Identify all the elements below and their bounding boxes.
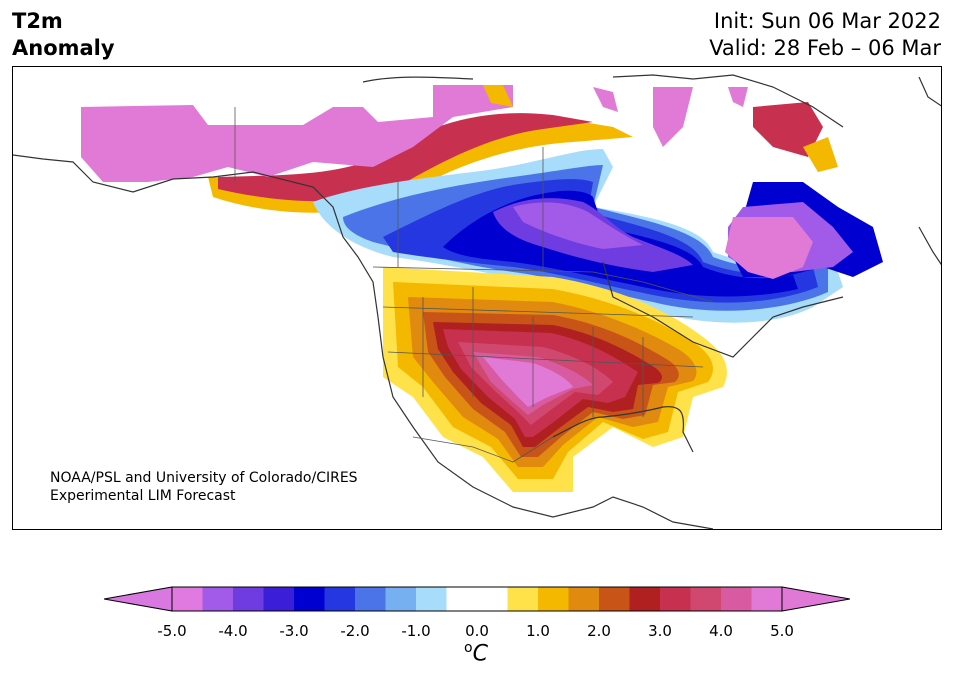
colorbar-cell xyxy=(355,587,386,611)
political-borders xyxy=(234,107,714,463)
colorbar-cell xyxy=(263,587,295,611)
colorbar-cell xyxy=(294,587,325,611)
greenland-warm-anomaly xyxy=(593,87,748,147)
valid-range: Valid: 28 Feb – 06 Mar xyxy=(709,36,941,60)
colorbar-cell xyxy=(477,587,508,611)
colorbar-tick-label: 5.0 xyxy=(770,622,794,640)
colorbar-cell xyxy=(721,587,752,611)
init-date: Init: Sun 06 Mar 2022 xyxy=(713,9,941,33)
colorbar-tick-label: 4.0 xyxy=(709,622,733,640)
colorbar-cell xyxy=(172,587,203,611)
colorbar-cell xyxy=(202,587,234,611)
coastlines xyxy=(13,74,844,529)
colorbar-tick-label: 2.0 xyxy=(587,622,611,640)
colorbar-cell xyxy=(416,587,447,611)
colorbar-tick-label: 3.0 xyxy=(648,622,672,640)
colorbar-cell xyxy=(599,587,630,611)
colorbar-cell xyxy=(629,587,661,611)
colorbar-tick-label: -1.0 xyxy=(401,622,431,640)
map-variable-title: T2m Anomaly xyxy=(12,9,115,60)
colorbar-cell xyxy=(233,587,264,611)
colorbar-tick-label: -5.0 xyxy=(157,622,187,640)
colorbar-under-arrow xyxy=(104,586,173,612)
colorbar-cell xyxy=(538,587,569,611)
colorbar-unit: oC xyxy=(464,640,488,667)
canada-cold-anomaly xyxy=(313,149,883,323)
colorbar-cell xyxy=(568,587,600,611)
anomaly-map: NOAA/PSL and University of Colorado/CIRE… xyxy=(12,66,942,530)
colorbar-cell xyxy=(751,587,783,611)
colorbar-cell xyxy=(507,587,539,611)
forecast-credit: NOAA/PSL and University of Colorado/CIRE… xyxy=(50,470,358,504)
colorbar-tick-label: -3.0 xyxy=(279,622,309,640)
colorbar-over-arrow xyxy=(781,586,850,612)
colorbar-tick-label: -4.0 xyxy=(218,622,248,640)
alaska-warm-anomaly xyxy=(81,85,513,182)
colorbar-tick-label: 1.0 xyxy=(526,622,550,640)
colorbar-cell xyxy=(690,587,722,611)
forecast-dates: Init: Sun 06 Mar 2022 Valid: 28 Feb – 06… xyxy=(709,8,941,62)
colorbar-cell xyxy=(385,587,417,611)
colorbar-cell xyxy=(660,587,691,611)
colorbar-cell xyxy=(324,587,356,611)
colorbar xyxy=(104,586,850,612)
colorbar-cell xyxy=(446,587,478,611)
colorbar-tick-label: -2.0 xyxy=(340,622,370,640)
colorbar-tick-label: 0.0 xyxy=(465,622,489,640)
anomaly-map-canvas xyxy=(13,74,941,529)
colorbar-frame xyxy=(171,586,783,612)
